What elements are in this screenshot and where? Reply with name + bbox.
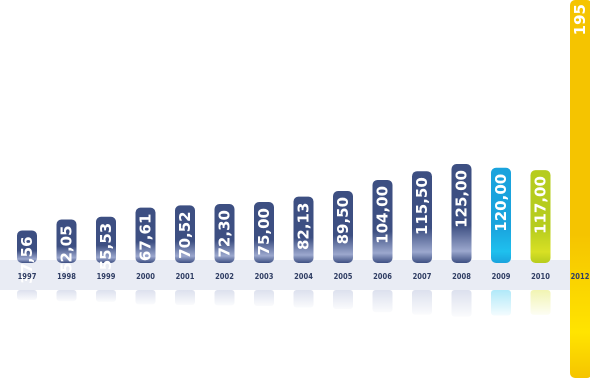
- data-label-2000: 67,61: [137, 214, 155, 261]
- bar-1997: [17, 230, 37, 263]
- bar-2002: [214, 204, 235, 263]
- data-label-2008: 125,00: [453, 170, 471, 228]
- data-label-2002: 72,30: [216, 210, 234, 257]
- tick-label-2008: 2008: [452, 272, 471, 281]
- data-label-2012: 195: [571, 4, 589, 35]
- bar-reflection-2009: [491, 290, 511, 316]
- bar-2001: [175, 205, 195, 263]
- tick-label-2001: 2001: [176, 272, 195, 281]
- tick-label-2004: 2004: [294, 272, 313, 281]
- bar-reflection-2003: [254, 290, 274, 306]
- tick-label-2012: 2012: [571, 272, 590, 281]
- bar-2005: [333, 190, 353, 263]
- bar-2000: [135, 207, 156, 263]
- data-label-1997: 37,56: [18, 236, 36, 283]
- tick-label-2009: 2009: [492, 272, 511, 281]
- tick-label-1997: 1997: [18, 272, 37, 281]
- tick-label-2006: 2006: [373, 272, 392, 281]
- tick-label-2000: 2000: [136, 272, 155, 281]
- bar-reflection-1999: [96, 290, 116, 302]
- data-label-1999: 55,53: [97, 223, 115, 270]
- bar-reflection-2006: [372, 290, 393, 313]
- bar-2010: [530, 170, 551, 263]
- bar-reflection-2002: [214, 290, 235, 306]
- bar-reflection-1998: [56, 290, 77, 302]
- bar-reflection-2010: [530, 290, 551, 315]
- bar-2012: [570, 0, 590, 378]
- data-label-2009: 120,00: [492, 174, 510, 232]
- tick-label-2002: 2002: [215, 272, 234, 281]
- bar-reflection-2005: [333, 290, 353, 310]
- tick-label-2007: 2007: [413, 272, 432, 281]
- tick-label-2010: 2010: [531, 272, 550, 281]
- data-label-2001: 70,52: [176, 211, 194, 258]
- data-label-2003: 75,00: [255, 208, 273, 255]
- axis-band: [0, 260, 590, 290]
- bar-1998: [56, 219, 77, 263]
- bar-2006: [372, 179, 393, 263]
- data-label-1998: 52,05: [58, 225, 76, 272]
- tick-label-1998: 1998: [57, 272, 76, 281]
- tick-label-1999: 1999: [97, 272, 116, 281]
- bar-reflection-2000: [135, 290, 156, 305]
- data-label-2007: 115,50: [413, 177, 431, 235]
- bar-2009: [491, 167, 511, 263]
- data-label-2005: 89,50: [334, 197, 352, 244]
- bar-2004: [293, 196, 314, 263]
- data-label-2006: 104,00: [374, 186, 392, 244]
- data-label-2010: 117,00: [532, 176, 550, 234]
- bar-reflection-2008: [451, 290, 472, 317]
- bar-1999: [96, 216, 116, 263]
- data-label-2004: 82,13: [295, 203, 313, 250]
- bar-2008: [451, 164, 472, 263]
- tick-label-2003: 2003: [255, 272, 274, 281]
- bar-reflection-2001: [175, 290, 195, 306]
- bar-2007: [412, 171, 432, 263]
- bar-reflection-1997: [17, 290, 37, 300]
- tick-label-2005: 2005: [334, 272, 353, 281]
- bar-reflection-2004: [293, 290, 314, 308]
- bar-reflection-2007: [412, 290, 432, 315]
- bar-2003: [254, 202, 274, 263]
